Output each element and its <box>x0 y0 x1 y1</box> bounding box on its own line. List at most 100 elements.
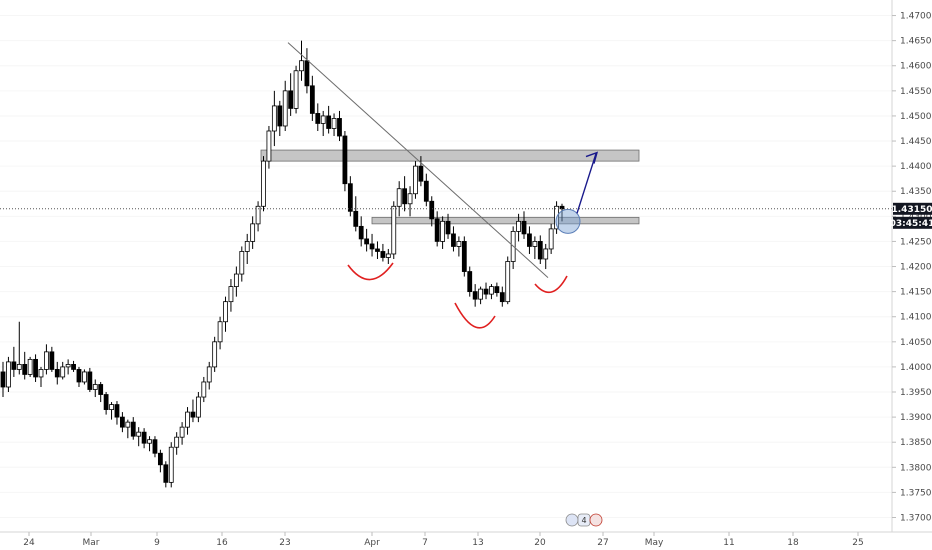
candle-body <box>429 200 435 220</box>
candle-body <box>228 286 234 303</box>
candle <box>228 279 234 312</box>
candle <box>244 233 250 265</box>
candle-body <box>461 241 467 272</box>
time-tick-label: 20 <box>534 538 546 548</box>
time-tick-label: 25 <box>852 538 863 548</box>
candle <box>532 236 538 259</box>
candle-body <box>152 439 158 454</box>
candle <box>103 392 109 415</box>
candle-body <box>516 220 521 232</box>
current-price-tag: 1.43150 <box>892 202 932 215</box>
price-tick-label: 1.39000 <box>900 413 932 423</box>
candle-body <box>423 180 429 202</box>
candle <box>22 351 28 380</box>
candle-body <box>141 431 147 444</box>
price-tick-label: 1.38000 <box>900 463 932 473</box>
time-tick-label: Mar <box>83 538 100 548</box>
price-tick-label: 1.38500 <box>900 438 932 448</box>
price-level-zone[interactable] <box>260 149 640 162</box>
candle-body <box>136 431 142 437</box>
candle-body <box>54 369 60 378</box>
price-tick-label: 1.43500 <box>900 187 932 197</box>
price-tick-label: 1.40000 <box>900 363 932 373</box>
candle <box>456 236 462 257</box>
candle <box>309 75 315 121</box>
candle <box>380 243 386 262</box>
candle-body <box>445 220 451 235</box>
candle <box>304 48 310 94</box>
candle <box>44 344 49 375</box>
candle-body <box>185 411 190 428</box>
candle-body <box>33 358 38 378</box>
candle <box>337 110 342 142</box>
candle-body <box>434 218 440 242</box>
candle <box>499 286 505 307</box>
candle-body <box>98 384 104 395</box>
event-marker-icon[interactable] <box>589 513 603 527</box>
candle-countdown-label: 03:45:41 <box>890 219 932 229</box>
price-level-zone[interactable] <box>371 216 640 225</box>
arrow-head-icon <box>585 151 599 164</box>
support-curve[interactable] <box>347 262 394 281</box>
economic-events[interactable]: 4 <box>565 513 603 527</box>
candle-body <box>157 452 163 466</box>
candle <box>326 105 332 134</box>
candle-body <box>239 251 245 275</box>
candle <box>168 442 174 488</box>
breakout-marker[interactable] <box>555 208 581 234</box>
candle <box>440 216 446 249</box>
candle <box>434 211 440 247</box>
candle <box>537 235 543 265</box>
candle <box>261 156 266 212</box>
price-tick-label: 1.46500 <box>900 37 932 47</box>
candle-body <box>364 238 370 245</box>
candle-body <box>255 205 261 225</box>
candle <box>271 90 277 147</box>
candle <box>217 316 223 350</box>
candle-body <box>250 223 256 242</box>
candle <box>54 361 60 385</box>
price-tick-label: 1.40500 <box>900 338 932 348</box>
candle-body <box>130 421 136 437</box>
candle-body <box>16 364 22 370</box>
time-axis[interactable]: 24 Mar 9 16 23 Apr 7 13 20 27 May 11 18 25 <box>23 532 864 548</box>
time-tick-label: 24 <box>23 538 35 548</box>
price-level-zones[interactable] <box>260 149 640 225</box>
candle-body <box>92 384 98 390</box>
candle-body <box>353 210 359 227</box>
price-tick-label: 1.41500 <box>900 288 932 298</box>
time-tick-label: 23 <box>279 538 290 548</box>
candle <box>467 266 473 297</box>
price-tick-label: 1.39500 <box>900 388 932 398</box>
projection-arrow[interactable] <box>576 153 597 214</box>
candle-body <box>82 371 87 383</box>
candles <box>0 40 565 488</box>
price-axis[interactable]: 1.47000 1.46500 1.46000 1.45500 1.45000 1.445… <box>892 12 932 524</box>
candle <box>147 436 152 452</box>
candle <box>489 284 494 300</box>
candle-body <box>440 220 446 242</box>
candle-body <box>109 404 114 410</box>
candle <box>179 422 185 445</box>
candle-body <box>71 364 76 370</box>
candle <box>413 161 418 199</box>
descending-trendline[interactable] <box>287 42 549 278</box>
support-curve[interactable] <box>454 302 496 329</box>
candle <box>60 361 66 380</box>
support-curve[interactable] <box>534 275 568 294</box>
candle-body <box>418 165 424 182</box>
candle-body <box>337 118 342 137</box>
time-tick-label: 11 <box>723 538 734 548</box>
candle <box>71 360 76 372</box>
time-tick-label: 16 <box>216 538 228 548</box>
us-flag-icon[interactable] <box>565 513 579 527</box>
candle <box>87 367 93 393</box>
trend-annotations[interactable] <box>287 42 599 329</box>
candle <box>543 243 549 270</box>
time-tick-label: 27 <box>597 538 608 548</box>
candle-body <box>190 411 196 418</box>
candle <box>195 392 201 423</box>
candle <box>445 213 451 239</box>
time-tick-label: Apr <box>364 538 380 548</box>
